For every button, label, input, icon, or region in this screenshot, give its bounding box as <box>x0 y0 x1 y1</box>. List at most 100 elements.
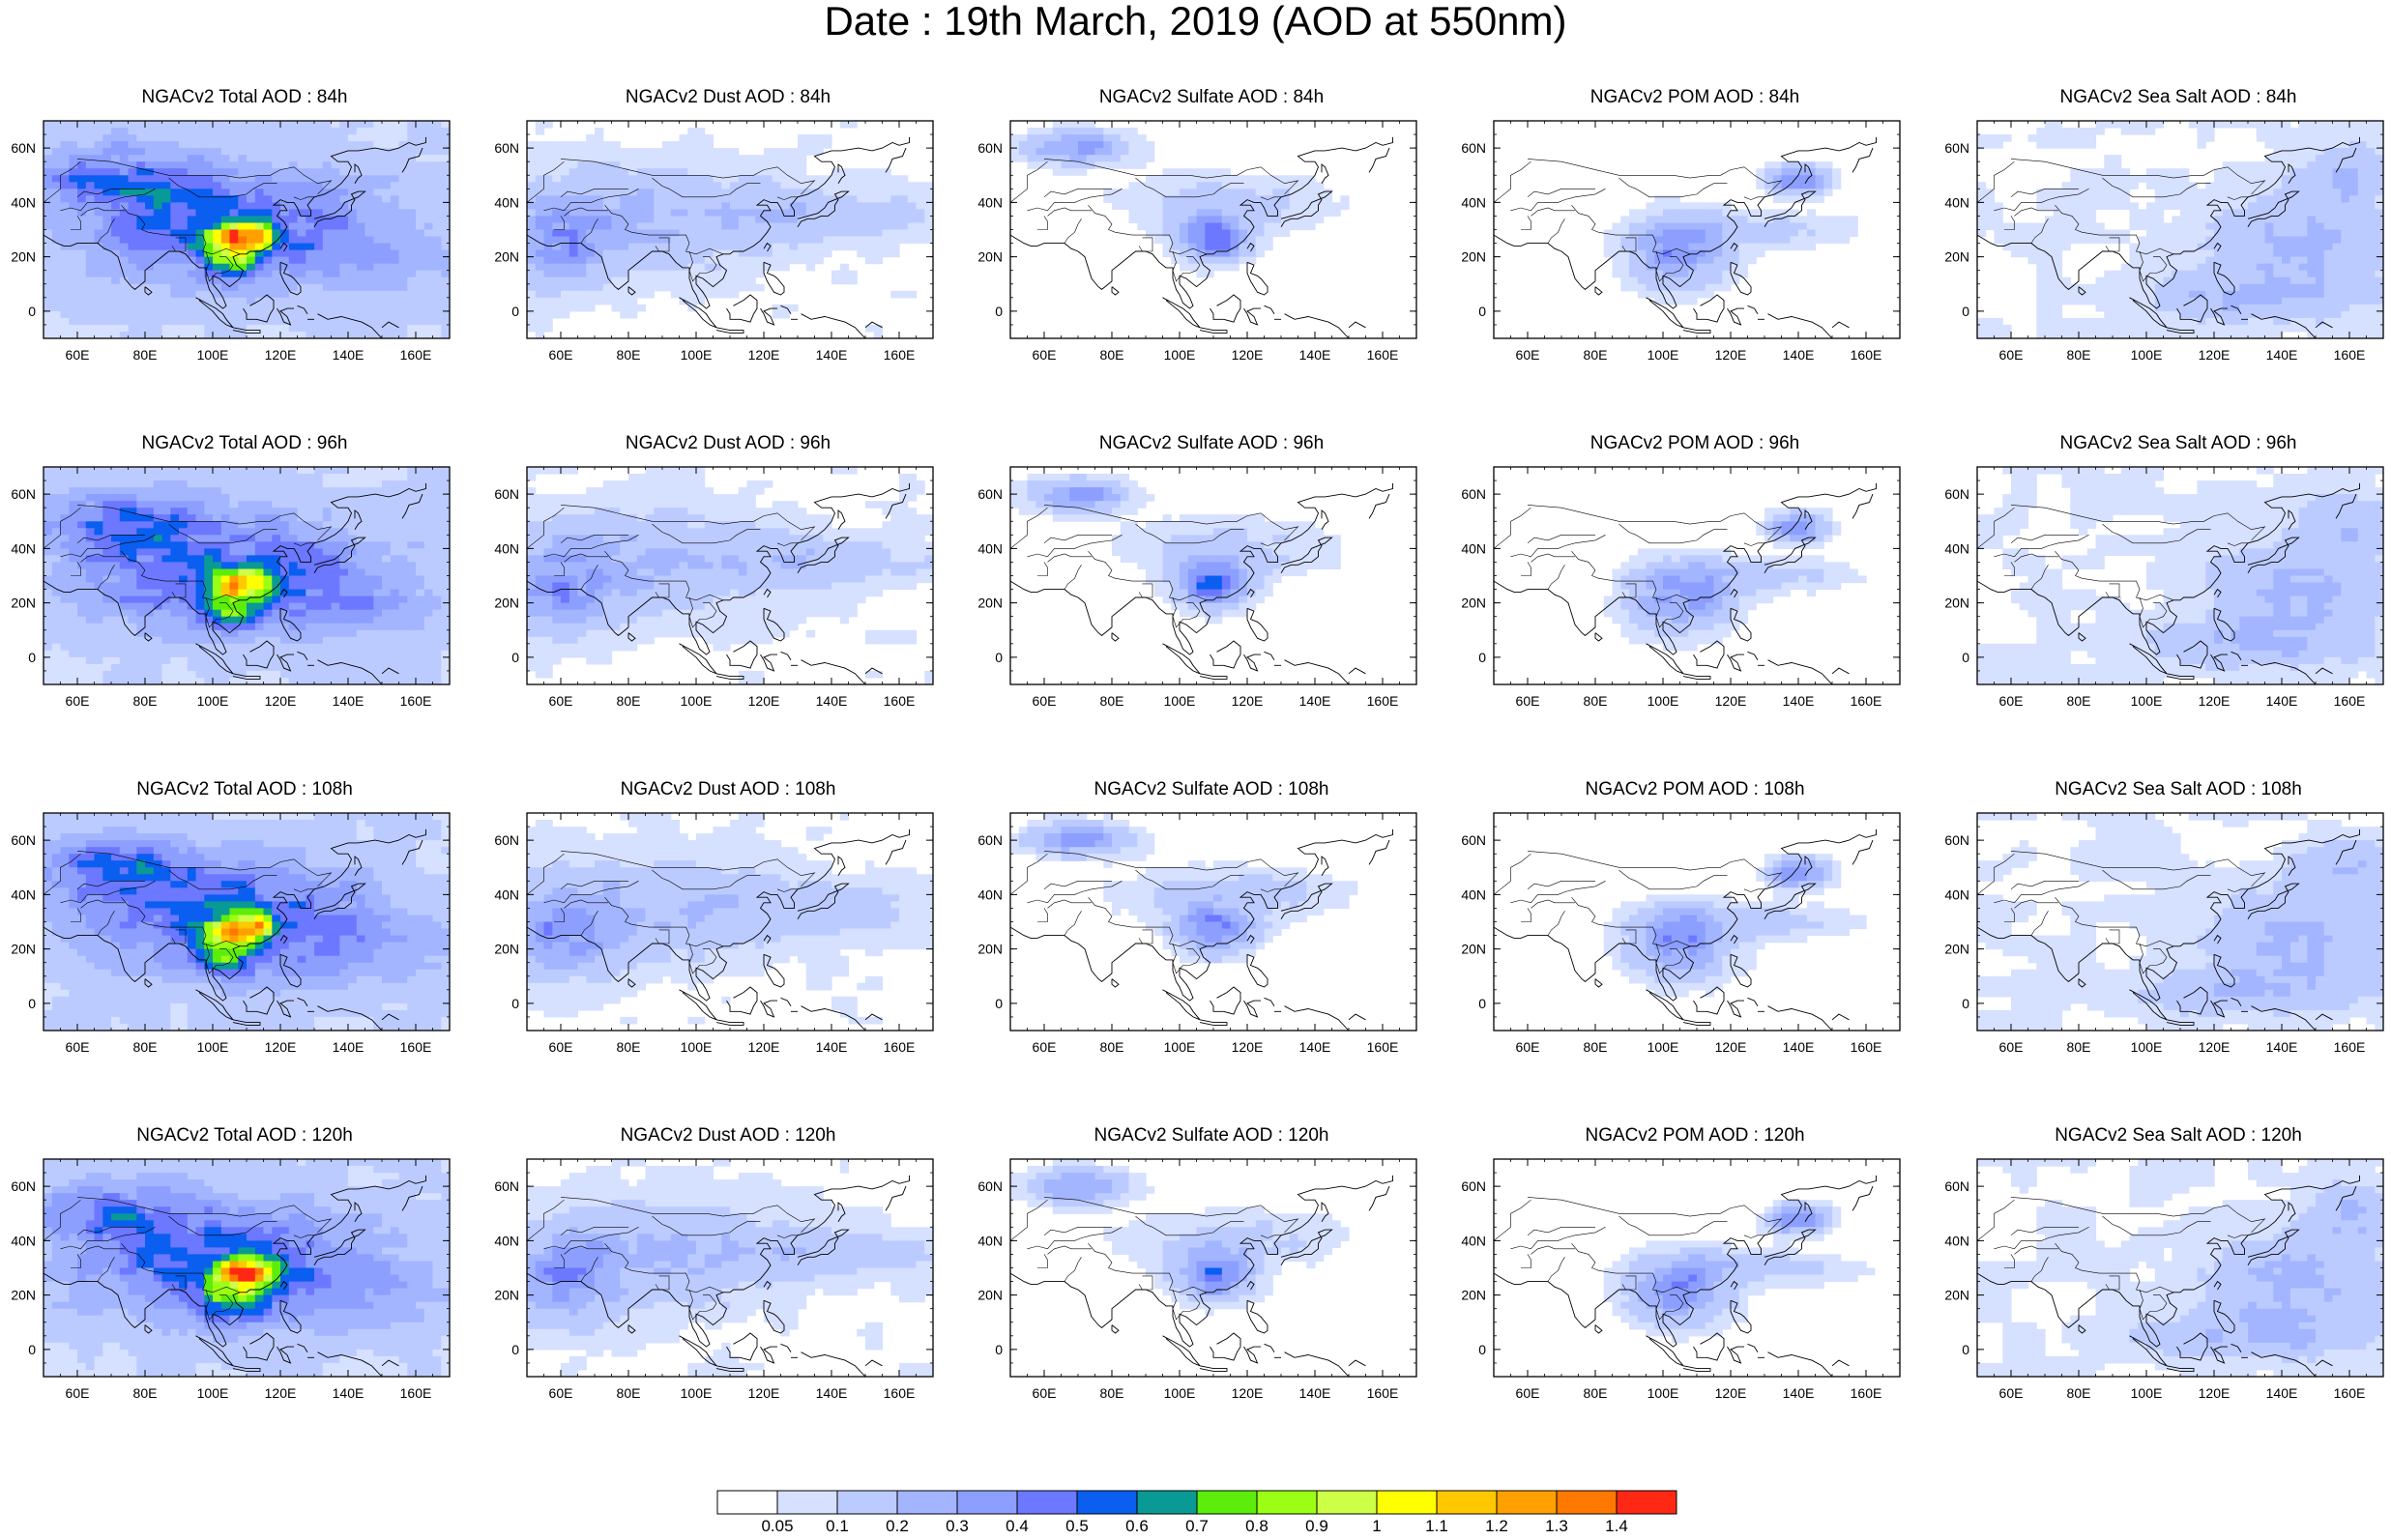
colorbar-swatch <box>1197 1491 1257 1514</box>
lat-tick-label: 20N <box>977 942 1003 957</box>
lon-tick-label: 60E <box>1999 347 2024 363</box>
lon-tick-label: 60E <box>66 1385 90 1401</box>
lon-tick-label: 60E <box>549 1039 573 1055</box>
colorbar-label: 0.8 <box>1245 1517 1268 1535</box>
lon-tick-label: 120E <box>1715 347 1747 363</box>
lon-tick-label: 160E <box>1851 347 1882 363</box>
lon-tick-label: 60E <box>1033 1039 1057 1055</box>
lat-tick-label: 60N <box>11 486 36 502</box>
lat-tick-label: 20N <box>494 249 519 265</box>
lon-tick-label: 60E <box>1033 347 1057 363</box>
panel-title: NGACv2 POM AOD : 120h <box>1492 1125 1898 1147</box>
lon-tick-label: 60E <box>66 347 90 363</box>
lat-tick-label: 40N <box>977 1233 1003 1248</box>
lon-tick-label: 100E <box>197 1039 229 1055</box>
lon-tick-label: 120E <box>1232 347 1264 363</box>
lon-tick-label: 140E <box>1783 347 1815 363</box>
colorbar-swatch <box>1437 1491 1497 1514</box>
lat-tick-label: 0 <box>28 996 36 1011</box>
lon-tick-label: 60E <box>1999 693 2024 709</box>
lon-tick-label: 120E <box>265 693 297 709</box>
lon-tick-label: 160E <box>2334 693 2366 709</box>
lon-tick-label: 120E <box>748 693 780 709</box>
panel-title: NGACv2 Sulfate AOD : 108h <box>1008 779 1414 800</box>
lon-tick-label: 100E <box>1164 1039 1196 1055</box>
colorbar-label: 0.3 <box>946 1517 969 1535</box>
lon-tick-label: 140E <box>1783 1039 1815 1055</box>
lon-tick-label: 80E <box>2067 1039 2091 1055</box>
lon-tick-label: 80E <box>1584 1385 1608 1401</box>
lon-tick-label: 160E <box>400 347 432 363</box>
lon-tick-label: 100E <box>1647 347 1679 363</box>
lon-tick-label: 120E <box>265 347 297 363</box>
aod-shading <box>527 813 934 1025</box>
lon-tick-label: 80E <box>1584 693 1608 709</box>
colorbar-swatch <box>957 1491 1017 1514</box>
colorbar-swatch <box>777 1491 837 1514</box>
colorbar-label: 0.7 <box>1185 1517 1209 1535</box>
panel-title: NGACv2 Total AOD : 120h <box>42 1125 448 1147</box>
lon-tick-label: 120E <box>1232 1039 1264 1055</box>
aod-shading <box>1977 121 2384 339</box>
colorbar-swatch <box>1317 1491 1377 1514</box>
lon-tick-label: 160E <box>1367 693 1399 709</box>
lon-tick-label: 120E <box>1715 1385 1747 1401</box>
panel-title: NGACv2 Sulfate AOD : 120h <box>1008 1125 1414 1147</box>
lon-tick-label: 140E <box>2266 1039 2298 1055</box>
lat-tick-label: 60N <box>494 1178 519 1194</box>
lat-tick-label: 40N <box>1461 886 1486 902</box>
lon-tick-label: 160E <box>884 1385 916 1401</box>
lat-tick-label: 40N <box>1944 194 1969 210</box>
lon-tick-label: 160E <box>1851 1039 1882 1055</box>
colorbar-swatch <box>897 1491 957 1514</box>
lon-tick-label: 80E <box>133 1039 158 1055</box>
lat-tick-label: 0 <box>995 304 1003 319</box>
lon-tick-label: 60E <box>1516 693 1540 709</box>
lon-tick-label: 60E <box>66 693 90 709</box>
aod-shading <box>1604 1200 1876 1343</box>
lon-tick-label: 100E <box>1164 693 1196 709</box>
lat-tick-label: 60N <box>1944 1178 1969 1194</box>
lon-tick-label: 120E <box>1232 693 1264 709</box>
colorbar-label: 0.6 <box>1125 1517 1149 1535</box>
panel-title: NGACv2 POM AOD : 108h <box>1492 779 1898 800</box>
lon-tick-label: 100E <box>2131 1039 2163 1055</box>
lat-tick-label: 20N <box>1944 249 1969 265</box>
lat-tick-label: 0 <box>1962 650 1969 665</box>
lon-tick-label: 120E <box>2199 1039 2231 1055</box>
lon-tick-label: 160E <box>400 1039 432 1055</box>
lat-tick-label: 40N <box>977 540 1003 556</box>
lat-tick-label: 60N <box>1944 832 1969 848</box>
lat-tick-label: 20N <box>11 596 36 611</box>
lat-tick-label: 20N <box>977 1288 1003 1303</box>
lon-tick-label: 80E <box>2067 1385 2091 1401</box>
lon-tick-label: 120E <box>265 1385 297 1401</box>
lat-tick-label: 20N <box>11 249 36 265</box>
lat-tick-label: 60N <box>1461 1178 1486 1194</box>
lon-tick-label: 60E <box>1999 1385 2024 1401</box>
lon-tick-label: 140E <box>333 1385 364 1401</box>
lon-tick-label: 100E <box>2131 347 2163 363</box>
lon-tick-label: 60E <box>1999 1039 2024 1055</box>
lat-tick-label: 40N <box>11 1233 36 1248</box>
lon-tick-label: 140E <box>1299 1385 1331 1401</box>
colorbar-swatch <box>1257 1491 1317 1514</box>
lon-tick-label: 160E <box>400 693 432 709</box>
